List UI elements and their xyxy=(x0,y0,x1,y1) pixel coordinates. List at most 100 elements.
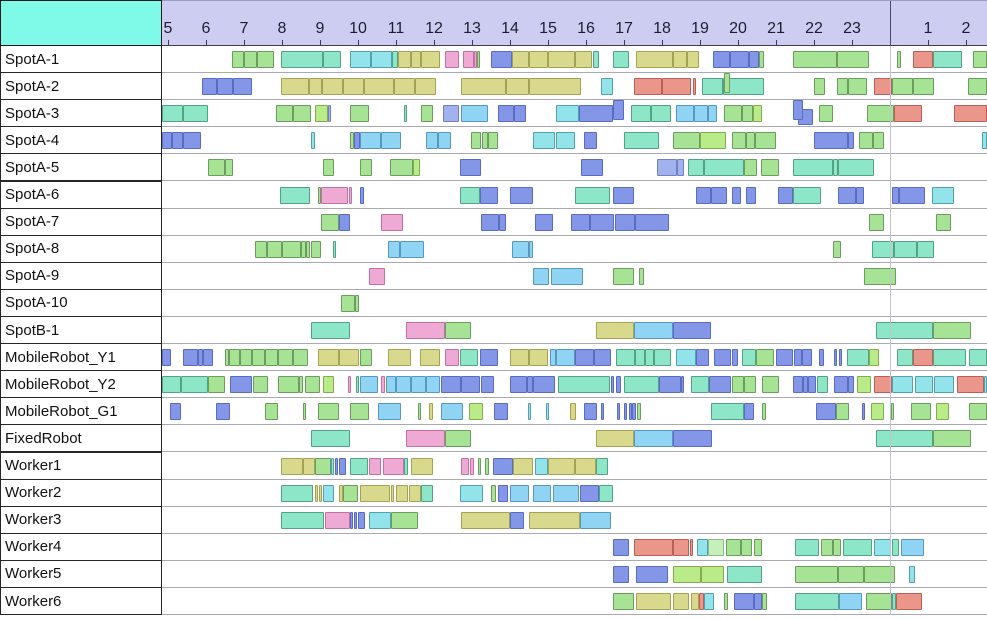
task-bar[interactable] xyxy=(556,105,580,123)
task-bar[interactable] xyxy=(802,349,813,367)
task-bar[interactable] xyxy=(266,240,282,258)
task-bar[interactable] xyxy=(872,240,894,258)
task-bar[interactable] xyxy=(224,349,229,367)
task-bar[interactable] xyxy=(491,51,512,68)
task-bar[interactable] xyxy=(931,186,954,204)
task-bar[interactable] xyxy=(601,78,613,96)
task-bar[interactable] xyxy=(672,132,700,150)
task-bar[interactable] xyxy=(348,186,352,204)
task-bar[interactable] xyxy=(532,484,551,502)
task-bar[interactable] xyxy=(935,403,949,421)
task-bar[interactable] xyxy=(574,51,593,68)
task-bar[interactable] xyxy=(694,105,708,123)
task-bar[interactable] xyxy=(216,403,230,421)
task-bar[interactable] xyxy=(579,511,611,529)
task-bar[interactable] xyxy=(476,51,481,68)
task-bar[interactable] xyxy=(848,78,868,96)
task-bar[interactable] xyxy=(795,538,820,556)
task-bar[interactable] xyxy=(339,457,347,475)
task-bar[interactable] xyxy=(612,565,630,583)
task-bar[interactable] xyxy=(612,593,635,610)
task-bar[interactable] xyxy=(755,349,775,367)
task-bar[interactable] xyxy=(836,51,870,68)
task-bar[interactable] xyxy=(935,213,951,231)
task-bar[interactable] xyxy=(293,105,312,123)
task-bar[interactable] xyxy=(869,349,879,367)
task-bar[interactable] xyxy=(369,511,392,529)
task-bar[interactable] xyxy=(672,51,687,68)
task-bar[interactable] xyxy=(244,51,258,68)
task-bar[interactable] xyxy=(744,403,754,421)
task-bar[interactable] xyxy=(419,349,440,367)
task-bar[interactable] xyxy=(332,240,337,258)
task-bar[interactable] xyxy=(969,403,987,421)
task-bar[interactable] xyxy=(714,349,732,367)
task-bar[interactable] xyxy=(579,105,613,123)
task-bar[interactable] xyxy=(814,132,849,150)
task-bar[interactable] xyxy=(281,511,325,529)
task-bar[interactable] xyxy=(634,78,662,96)
task-bar[interactable] xyxy=(359,186,365,204)
task-bar[interactable] xyxy=(983,376,987,394)
task-bar[interactable] xyxy=(595,322,635,339)
task-bar[interactable] xyxy=(484,457,490,475)
task-bar[interactable] xyxy=(612,267,635,285)
task-bar[interactable] xyxy=(611,376,615,394)
task-bar[interactable] xyxy=(869,213,884,231)
task-bar[interactable] xyxy=(301,240,306,258)
task-bar[interactable] xyxy=(741,105,754,123)
task-bar[interactable] xyxy=(792,186,821,204)
task-bar[interactable] xyxy=(569,403,576,421)
task-bar[interactable] xyxy=(257,51,275,68)
task-bar[interactable] xyxy=(254,240,267,258)
task-bar[interactable] xyxy=(793,349,803,367)
task-bar[interactable] xyxy=(509,186,533,204)
task-bar[interactable] xyxy=(672,322,711,339)
task-bar[interactable] xyxy=(509,511,525,529)
task-bar[interactable] xyxy=(341,294,356,312)
task-bar[interactable] xyxy=(461,457,470,475)
task-bar[interactable] xyxy=(595,430,635,448)
task-bar[interactable] xyxy=(225,159,233,177)
task-bar[interactable] xyxy=(302,403,307,421)
task-bar[interactable] xyxy=(181,376,208,394)
task-bar[interactable] xyxy=(745,186,756,204)
task-bar[interactable] xyxy=(807,376,816,394)
task-bar[interactable] xyxy=(478,457,482,475)
task-bar[interactable] xyxy=(872,132,884,150)
task-bar[interactable] xyxy=(711,403,745,421)
task-bar[interactable] xyxy=(459,349,479,367)
task-bar[interactable] xyxy=(323,159,335,177)
task-bar[interactable] xyxy=(700,565,725,583)
task-bar[interactable] xyxy=(634,430,673,448)
task-bar[interactable] xyxy=(264,349,279,367)
task-bar[interactable] xyxy=(701,78,723,96)
task-bar[interactable] xyxy=(817,376,828,394)
task-bar[interactable] xyxy=(506,78,529,96)
task-bar[interactable] xyxy=(459,484,484,502)
task-bar[interactable] xyxy=(892,78,913,96)
task-bar[interactable] xyxy=(712,51,731,68)
task-bar[interactable] xyxy=(957,376,984,394)
task-bar[interactable] xyxy=(321,78,343,96)
task-bar[interactable] xyxy=(740,538,753,556)
task-bar[interactable] xyxy=(896,349,913,367)
task-bar[interactable] xyxy=(293,349,308,367)
task-bar[interactable] xyxy=(305,240,311,258)
task-bar[interactable] xyxy=(404,457,408,475)
task-bar[interactable] xyxy=(722,78,765,96)
task-bar[interactable] xyxy=(874,376,893,394)
task-bar[interactable] xyxy=(342,78,364,96)
task-bar[interactable] xyxy=(532,132,555,150)
task-bar[interactable] xyxy=(441,376,461,394)
task-bar[interactable] xyxy=(311,322,350,339)
task-bar[interactable] xyxy=(839,593,863,610)
task-bar[interactable] xyxy=(614,213,636,231)
task-bar[interactable] xyxy=(281,78,309,96)
task-bar[interactable] xyxy=(639,267,645,285)
task-bar[interactable] xyxy=(700,132,726,150)
task-bar[interactable] xyxy=(335,457,339,475)
task-bar[interactable] xyxy=(198,349,203,367)
task-bar[interactable] xyxy=(406,430,445,448)
task-bar[interactable] xyxy=(864,565,895,583)
